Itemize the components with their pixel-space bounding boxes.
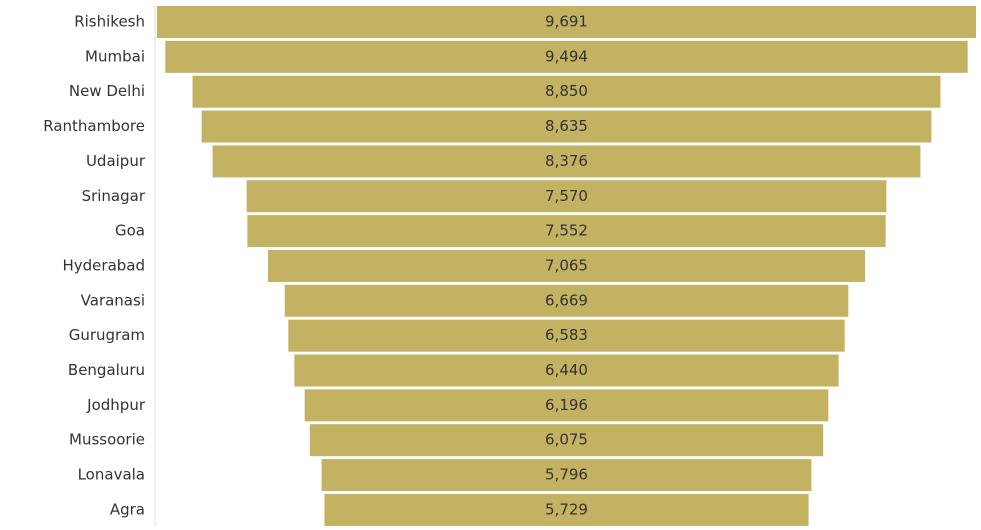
- value-label: 9,691: [545, 13, 588, 31]
- value-label: 6,075: [545, 431, 588, 449]
- category-label: Goa: [115, 222, 145, 240]
- category-label: New Delhi: [69, 82, 145, 100]
- value-label: 8,850: [545, 82, 588, 100]
- bar: [165, 40, 968, 73]
- category-label: Bengaluru: [68, 361, 145, 379]
- bar: [304, 389, 829, 422]
- value-label: 8,376: [545, 152, 588, 170]
- value-label: 6,440: [545, 361, 588, 379]
- value-label: 8,635: [545, 117, 588, 135]
- value-label: 7,570: [545, 187, 588, 205]
- value-label: 5,729: [545, 500, 588, 518]
- category-label: Rishikesh: [74, 13, 145, 31]
- value-label: 6,583: [545, 326, 588, 344]
- bar: [309, 424, 824, 457]
- category-label: Mumbai: [85, 47, 145, 65]
- bar: [247, 215, 886, 248]
- value-label: 6,196: [545, 396, 588, 414]
- category-label: Jodhpur: [86, 396, 146, 414]
- category-label: Mussoorie: [69, 431, 145, 449]
- bar: [246, 180, 887, 213]
- bar: [294, 354, 839, 387]
- bar: [157, 6, 976, 38]
- bar: [212, 145, 921, 178]
- value-label: 9,494: [545, 47, 588, 65]
- bar: [321, 459, 812, 492]
- bar: [192, 75, 941, 108]
- category-label: Lonavala: [78, 466, 145, 484]
- category-label: Agra: [110, 500, 145, 518]
- value-label: 7,065: [545, 256, 588, 274]
- bar: [267, 249, 866, 282]
- category-label: Gurugram: [69, 326, 145, 344]
- category-label: Ranthambore: [43, 117, 145, 135]
- value-label: 6,669: [545, 291, 588, 309]
- category-label: Hyderabad: [63, 256, 146, 274]
- value-label: 7,552: [545, 222, 588, 240]
- bar: [284, 284, 849, 317]
- bar: [324, 493, 809, 526]
- category-label: Varanasi: [81, 291, 145, 309]
- bar: [201, 110, 932, 143]
- bar: [288, 319, 845, 352]
- category-label: Udaipur: [86, 152, 146, 170]
- value-label: 5,796: [545, 466, 588, 484]
- category-label: Srinagar: [82, 187, 146, 205]
